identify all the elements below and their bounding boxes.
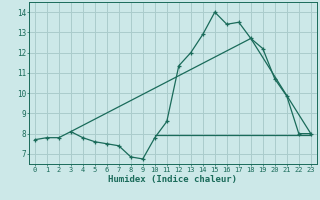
- X-axis label: Humidex (Indice chaleur): Humidex (Indice chaleur): [108, 175, 237, 184]
